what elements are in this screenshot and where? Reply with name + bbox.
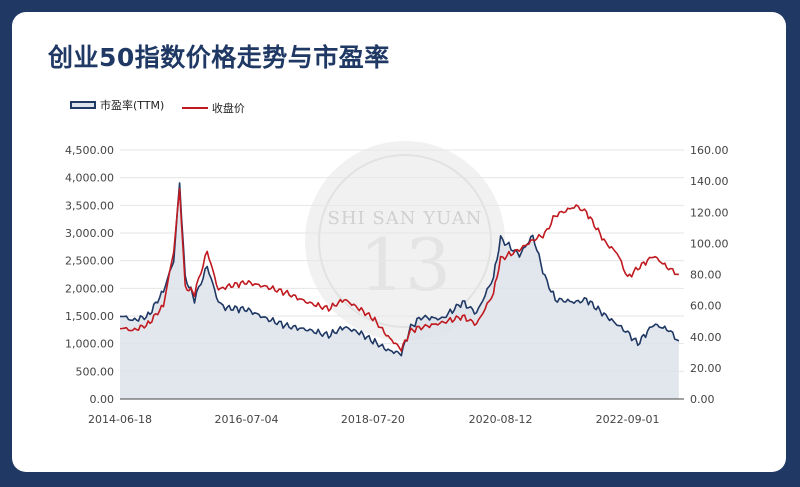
y-left-tick-label: 4,000.00	[65, 172, 114, 185]
watermark-glyph: 13	[359, 223, 451, 307]
legend-label-price: 收盘价	[211, 102, 245, 115]
legend-swatch-price	[181, 107, 208, 109]
plot-area	[119, 182, 680, 399]
legend-label-pe: 市盈率(TTM)	[100, 99, 165, 112]
x-tick-label: 2022-09-01	[596, 413, 660, 426]
y-right-tick-label: 140.00	[690, 175, 729, 188]
y-right-tick-label: 60.00	[690, 300, 722, 313]
y-right-tick-label: 160.00	[690, 144, 729, 157]
x-tick-label: 2016-07-04	[215, 413, 279, 426]
legend-item-pe[interactable]: 市盈率(TTM)	[70, 97, 164, 113]
x-tick-label: 2018-07-20	[341, 413, 405, 426]
pe-area	[120, 183, 679, 399]
price-line	[119, 187, 679, 352]
legend-item-price[interactable]: 收盘价	[181, 100, 245, 116]
axes: 0.00 500.00 1,000.00 1,500.00 2,000.00 2,500.…	[65, 144, 728, 426]
y-left-tick-label: 2,000.00	[65, 282, 114, 295]
y-right-tick-label: 120.00	[690, 206, 729, 219]
x-tick-label: 2014-06-18	[88, 413, 152, 426]
y-right-tick-label: 100.00	[690, 237, 729, 250]
y-left-tick-label: 4,500.00	[65, 144, 114, 157]
watermark: SHI SAN YUAN 13	[305, 141, 505, 341]
chart-legend: 市盈率(TTM) 收盘价	[70, 97, 259, 116]
y-right-tick-label: 0.00	[690, 393, 715, 406]
y-left-tick-label: 1,500.00	[65, 310, 114, 323]
legend-swatch-pe	[70, 101, 96, 109]
y-right-tick-label: 20.00	[690, 362, 722, 375]
x-tick-label: 2020-08-12	[469, 413, 533, 426]
y-left-tick-label: 500.00	[76, 365, 115, 378]
pe-line	[119, 182, 680, 357]
watermark-circle	[305, 141, 505, 341]
y-left-tick-label: 0.00	[90, 393, 115, 406]
y-right-tick-label: 40.00	[690, 331, 722, 344]
y-left-tick-label: 1,000.00	[65, 338, 114, 351]
y-left-tick-label: 3,000.00	[65, 227, 114, 240]
y-left-tick-label: 2,500.00	[65, 255, 114, 268]
watermark-ring	[318, 154, 492, 328]
y-right-tick-label: 80.00	[690, 269, 722, 282]
chart-title: 创业50指数价格走势与市盈率	[48, 43, 390, 72]
watermark-text: SHI SAN YUAN	[328, 208, 483, 229]
y-left-tick-label: 3,500.00	[65, 199, 114, 212]
